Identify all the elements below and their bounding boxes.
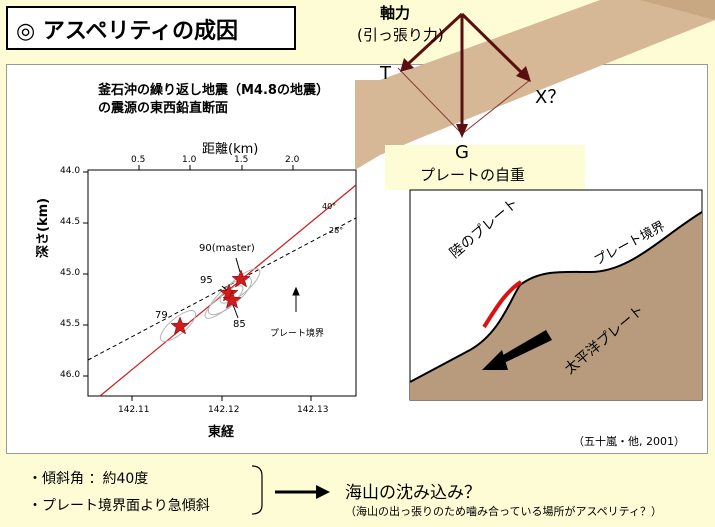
asperity-segment	[482, 280, 523, 329]
x-label: X？	[535, 87, 566, 108]
angle-40-label: 40°	[322, 202, 337, 211]
star-79	[170, 316, 190, 335]
pacific-plate-area	[410, 212, 702, 400]
x-tick-label: 142.11	[118, 405, 150, 415]
page-title: ◎ アスペリティの成因	[16, 19, 238, 44]
plate-boundary-line	[409, 211, 703, 383]
top-tick-label: 2.0	[285, 155, 300, 165]
plate-slab-band	[355, 0, 715, 170]
star-master	[231, 269, 251, 288]
bullet-steeper: ・プレート境界面より急傾斜	[28, 498, 210, 514]
top-tick-label: 1.0	[182, 155, 197, 165]
axial-force-label: 軸力	[380, 4, 411, 22]
right-brace	[251, 465, 263, 515]
conclusion-note: （海山の出っ張りのため噛み合っている場所がアスペリティ？）	[345, 505, 663, 518]
subduction-arrow-icon	[482, 330, 552, 370]
credit: （五十嵐・他, 2001）	[573, 435, 685, 448]
bottom-tick-marks	[131, 396, 312, 401]
g-label: G	[455, 142, 469, 163]
plot-boundary-label: プレート境界	[270, 329, 325, 339]
top-tick-label: 0.5	[131, 155, 146, 165]
y-tick-label: 44.5	[60, 217, 81, 227]
x-tick-label: 142.12	[208, 405, 240, 415]
conclusion: 海山の沈み込み？	[345, 483, 481, 503]
label-85: 85	[233, 319, 246, 330]
hypocenter-stars	[170, 269, 251, 335]
y-tick-label: 46.0	[60, 370, 81, 380]
g-caption: プレートの自重	[420, 166, 526, 184]
force-parallelogram	[397, 67, 531, 135]
top-tick-label: 1.5	[234, 155, 249, 165]
t-label: T	[380, 63, 391, 84]
error-ellipses	[159, 268, 261, 342]
plot-frame	[87, 169, 357, 397]
g-caption-bg	[385, 145, 585, 190]
plot-caption-line2: の震源の東西鉛直断面	[98, 101, 229, 116]
force-vectors	[400, 12, 531, 138]
star-85	[222, 290, 242, 309]
title-box	[6, 6, 296, 50]
x-tick-label: 142.13	[297, 405, 329, 415]
left-tick-marks	[83, 171, 88, 377]
x-axis-title: 東経	[208, 425, 235, 440]
boundary-arrow-icon	[292, 286, 300, 312]
label-master: 90(master)	[199, 243, 255, 254]
y-tick-label: 44.0	[60, 166, 81, 176]
label-79: 79	[155, 310, 168, 321]
label-95: 95	[200, 275, 213, 286]
bullet-angle: ・傾斜角 ：約40度	[28, 471, 149, 487]
boundary-line-28deg	[87, 217, 357, 361]
top-axis-title: 距離(km)	[202, 142, 259, 157]
angle-28-label: 28°	[329, 226, 344, 235]
axial-force-sub: (引っ張り力)	[357, 26, 444, 44]
y-tick-label: 45.5	[60, 319, 81, 329]
plot-caption-line1: 釜石沖の繰り返し地震（M4.8の地震）	[98, 83, 329, 98]
top-tick-marks	[138, 165, 294, 170]
y-tick-label: 45.0	[60, 268, 81, 278]
